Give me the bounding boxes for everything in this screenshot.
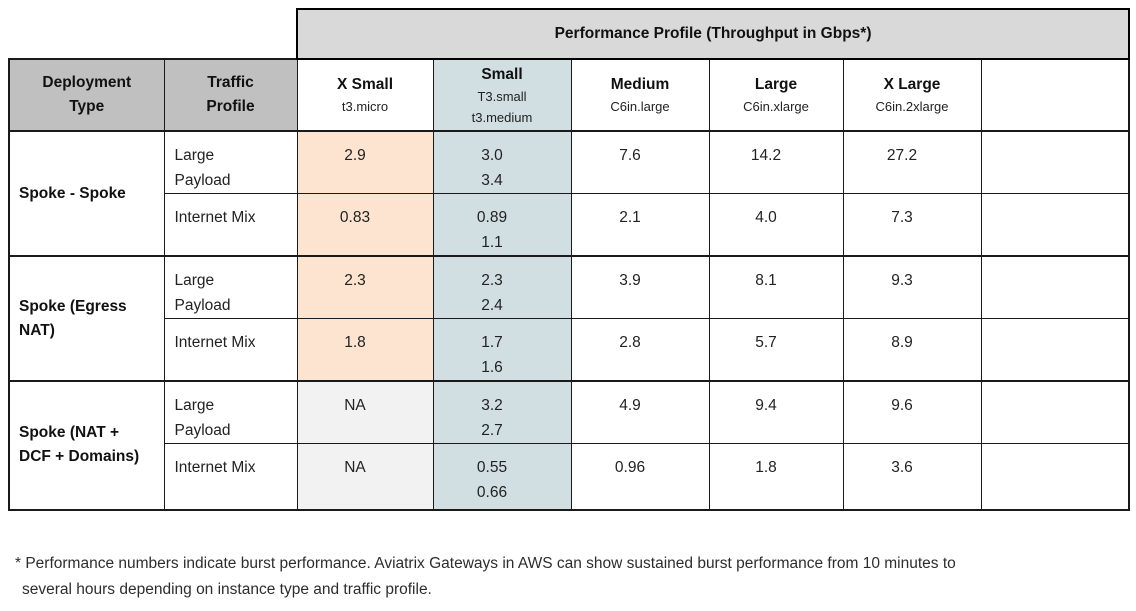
size-header-x-large: X Large C6in.2xlarge [842, 58, 982, 132]
band-spacer [9, 9, 297, 59]
value-cell-small: 0.89 1.1 [432, 193, 572, 257]
instance-type-label: C6in.2xlarge [875, 99, 949, 114]
instance-type-label: C6in.xlarge [743, 99, 809, 114]
band-row: Performance Profile (Throughput in Gbps*… [9, 8, 1131, 60]
deployment-cell-spoke-spoke: Spoke - Spoke [8, 130, 165, 257]
value-cell-x-large: 3.6 [842, 443, 982, 511]
value-cell-x-small: 2.3 [296, 255, 434, 319]
deployment-cell-spoke-egress-nat: Spoke (Egress NAT) [8, 255, 165, 382]
size-label: Medium [610, 76, 670, 93]
table-row: Internet Mix 1.8 1.7 1.6 2.8 5.7 8.9 [9, 318, 1131, 382]
deployment-cell-spoke-nat-dcf-domains: Spoke (NAT + DCF + Domains) [8, 380, 165, 511]
value-cell-empty [980, 193, 1131, 257]
value-cell-x-small: NA [296, 380, 434, 444]
value-cell-empty [980, 255, 1131, 319]
value-cell-x-small: 2.9 [296, 130, 434, 194]
table-row: Internet Mix NA 0.55 0.66 0.96 1.8 3.6 [9, 443, 1131, 511]
table-row: Spoke (NAT + DCF + Domains) Large Payloa… [8, 380, 1131, 511]
size-label: Large [754, 76, 798, 93]
value-cell-empty [980, 130, 1131, 194]
value-cell-empty [980, 443, 1131, 511]
value-cell-x-large: 27.2 [842, 130, 982, 194]
performance-table: Performance Profile (Throughput in Gbps*… [8, 8, 1131, 511]
value-cell-small: 0.55 0.66 [432, 443, 572, 511]
value-cell-empty [980, 380, 1131, 444]
value-cell-large: 1.8 [708, 443, 844, 511]
value-cell-small: 3.2 2.7 [432, 380, 572, 444]
size-label: X Small [337, 76, 393, 93]
traffic-cell: Large Payload [163, 255, 298, 319]
value-cell-medium: 4.9 [570, 380, 710, 444]
value-cell-small: 3.0 3.4 [432, 130, 572, 194]
value-cell-x-small: NA [296, 443, 434, 511]
value-cell-medium: 2.1 [570, 193, 710, 257]
size-label: X Large [883, 76, 941, 93]
table-row: Internet Mix 0.83 0.89 1.1 2.1 4.0 7.3 [9, 193, 1131, 257]
size-header-large: Large C6in.xlarge [708, 58, 844, 132]
value-cell-empty [980, 318, 1131, 382]
size-header-x-small: X Small t3.micro [296, 58, 434, 132]
value-cell-x-large: 8.9 [842, 318, 982, 382]
value-cell-medium: 0.96 [570, 443, 710, 511]
performance-footnote: * Performance numbers indicate burst per… [15, 554, 956, 598]
value-cell-medium: 7.6 [570, 130, 710, 194]
traffic-cell: Internet Mix [163, 443, 298, 511]
value-cell-small: 2.3 2.4 [432, 255, 572, 319]
header-row: Deployment Type Traffic Profile X Small … [8, 58, 1131, 132]
traffic-profile-header: Traffic Profile [163, 58, 298, 132]
value-cell-x-large: 9.3 [842, 255, 982, 319]
instance-type-label: T3.small t3.medium [471, 88, 533, 125]
value-cell-small: 1.7 1.6 [432, 318, 572, 382]
value-cell-large: 8.1 [708, 255, 844, 319]
value-cell-x-small: 1.8 [296, 318, 434, 382]
size-header-empty [980, 58, 1131, 132]
value-cell-large: 5.7 [708, 318, 844, 382]
value-cell-large: 14.2 [708, 130, 844, 194]
traffic-cell: Large Payload [163, 130, 298, 194]
value-cell-x-small: 0.83 [296, 193, 434, 257]
size-label: Small [481, 65, 523, 83]
value-cell-x-large: 7.3 [842, 193, 982, 257]
table-row: Spoke (Egress NAT) Large Payload 2.3 2.3… [8, 255, 1131, 382]
traffic-cell: Large Payload [163, 380, 298, 444]
traffic-cell: Internet Mix [163, 318, 298, 382]
value-cell-medium: 3.9 [570, 255, 710, 319]
size-header-medium: Medium C6in.large [570, 58, 710, 132]
instance-type-label: C6in.large [610, 99, 670, 114]
deployment-type-header: Deployment Type [8, 58, 165, 132]
value-cell-large: 9.4 [708, 380, 844, 444]
table-row: Spoke - Spoke Large Payload 2.9 3.0 3.4 … [8, 130, 1131, 257]
value-cell-x-large: 9.6 [842, 380, 982, 444]
performance-profile-title: Performance Profile (Throughput in Gbps*… [295, 8, 1131, 60]
value-cell-large: 4.0 [708, 193, 844, 257]
instance-type-label: t3.micro [341, 99, 389, 114]
value-cell-medium: 2.8 [570, 318, 710, 382]
size-header-small: Small T3.small t3.medium [432, 58, 572, 132]
traffic-cell: Internet Mix [163, 193, 298, 257]
